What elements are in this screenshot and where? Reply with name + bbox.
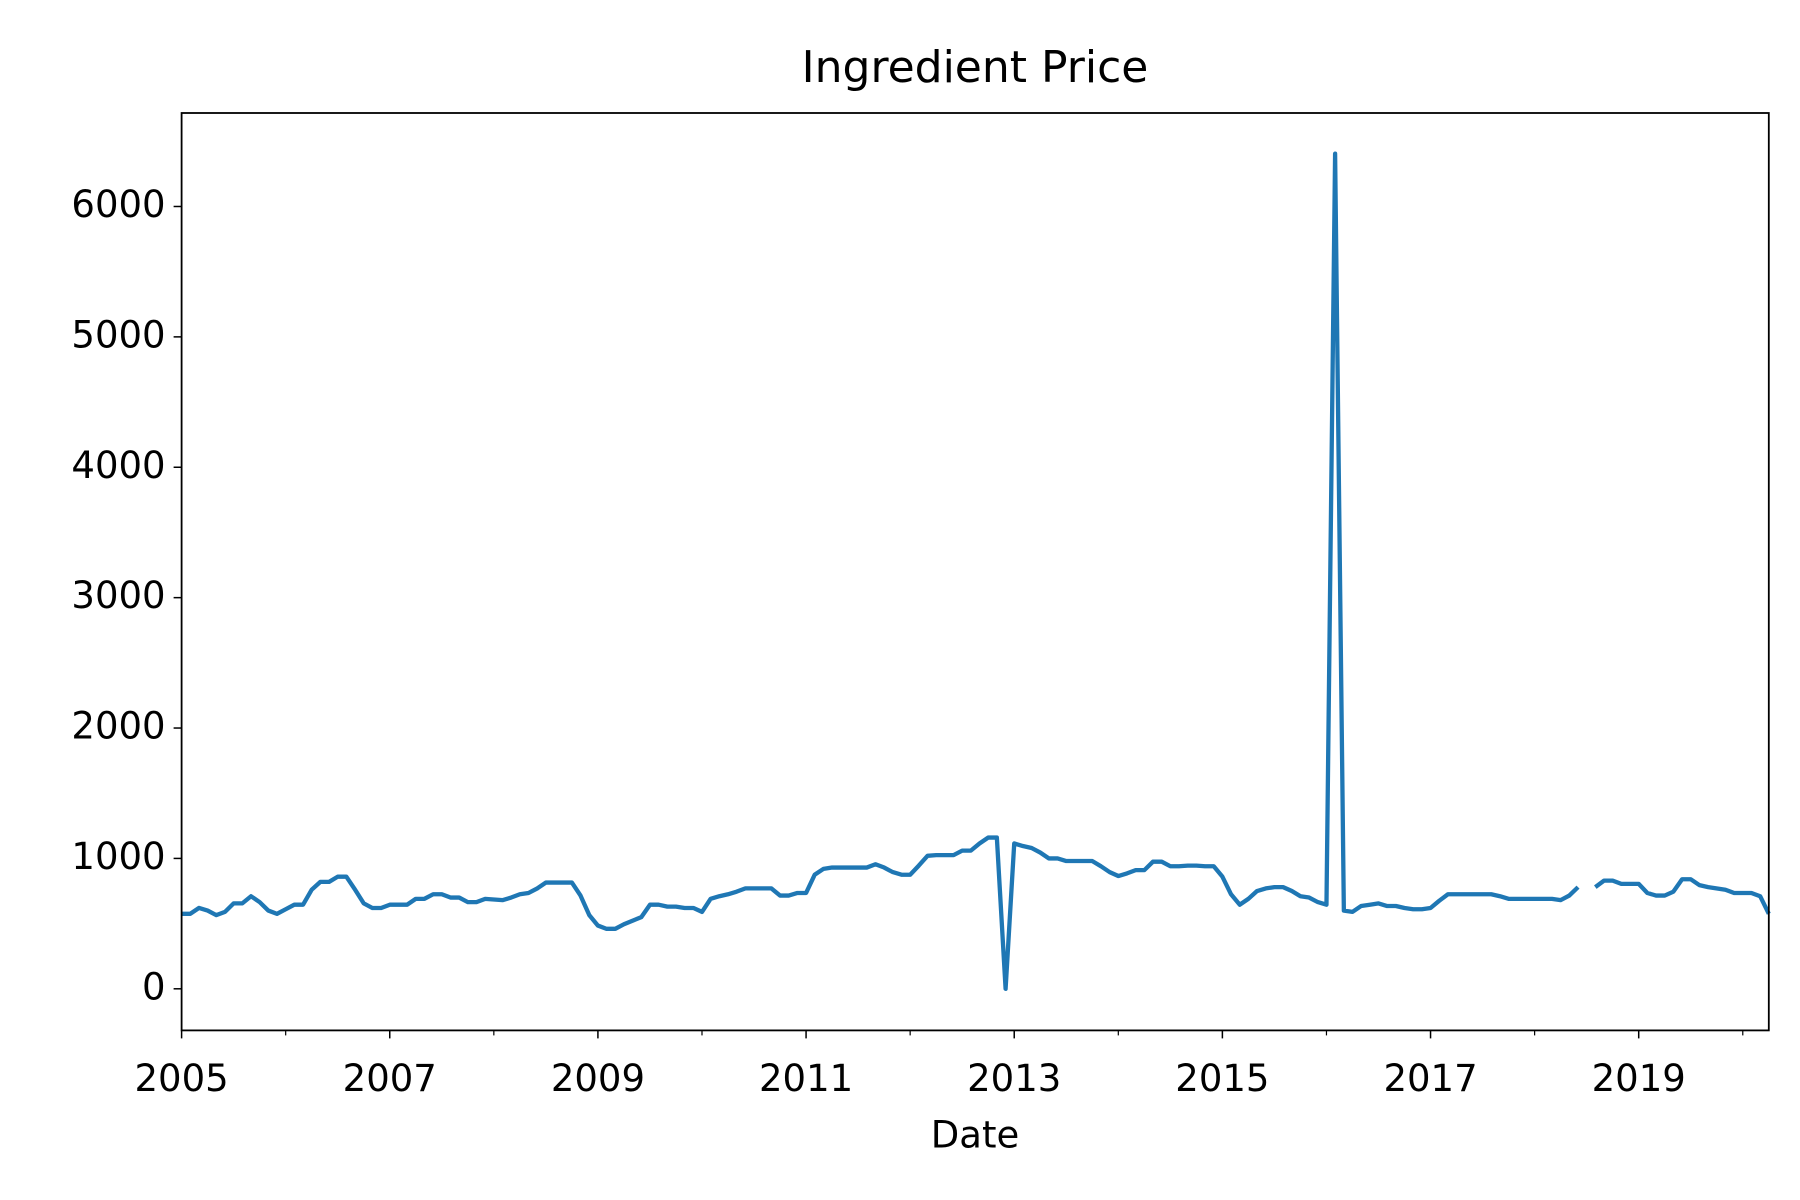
y-tick-label: 5000	[71, 313, 165, 356]
y-tick-label: 2000	[71, 705, 165, 748]
x-tick-label: 2017	[1383, 1057, 1477, 1100]
x-tick-label: 2007	[343, 1057, 437, 1100]
line-series	[181, 151, 1771, 991]
y-tick-label: 0	[142, 965, 166, 1008]
x-tick-label: 2015	[1175, 1057, 1269, 1100]
y-tick-label: 6000	[71, 183, 165, 226]
plot-frame	[180, 112, 1770, 1032]
x-tick-label: 2011	[759, 1057, 853, 1100]
x-tick-label: 2013	[967, 1057, 1061, 1100]
chart-title: Ingredient Price	[802, 42, 1149, 93]
y-tick-label: 4000	[71, 444, 165, 487]
y-tick-label: 1000	[71, 835, 165, 878]
x-axis-label: Date	[931, 1114, 1019, 1157]
x-tick-label: 2005	[135, 1057, 229, 1100]
y-tick-label: 3000	[71, 574, 165, 617]
x-tick-label: 2009	[551, 1057, 645, 1100]
x-tick-label: 2019	[1592, 1057, 1686, 1100]
